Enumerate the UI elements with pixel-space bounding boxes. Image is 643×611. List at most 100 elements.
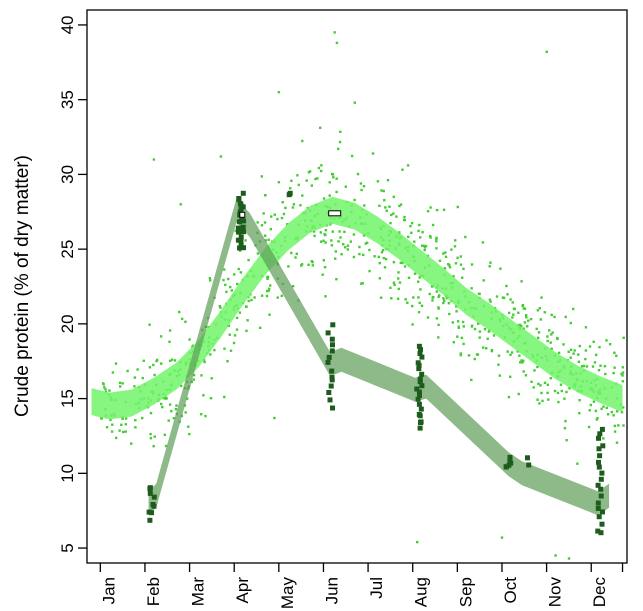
data-point	[324, 241, 327, 244]
data-point	[259, 326, 262, 329]
data-point	[380, 189, 383, 192]
data-point	[452, 341, 455, 344]
data-point	[522, 370, 525, 373]
data-point	[330, 342, 335, 348]
data-point	[313, 234, 316, 238]
data-point	[569, 321, 572, 325]
data-point	[380, 251, 384, 254]
data-point	[290, 251, 293, 255]
data-point	[526, 462, 532, 468]
data-point	[442, 252, 445, 255]
data-point	[403, 265, 407, 268]
data-point	[152, 445, 155, 448]
data-point	[584, 357, 587, 361]
dark-squares	[146, 190, 606, 536]
data-point	[599, 364, 602, 367]
data-point	[543, 381, 547, 384]
data-point	[121, 382, 124, 385]
data-point	[146, 509, 152, 515]
data-point	[419, 354, 425, 360]
data-point	[462, 267, 465, 271]
data-point	[210, 377, 213, 380]
data-point	[540, 391, 543, 395]
data-point	[229, 285, 232, 289]
data-point	[118, 381, 122, 384]
data-point	[512, 313, 515, 316]
data-point	[188, 432, 191, 436]
data-point	[567, 557, 571, 560]
data-point	[595, 500, 601, 506]
data-point	[329, 336, 335, 342]
data-point	[200, 374, 203, 377]
data-point	[160, 402, 163, 406]
data-point	[173, 359, 177, 362]
data-point	[452, 275, 455, 278]
data-point	[473, 327, 477, 331]
data-point	[142, 359, 145, 362]
data-point	[269, 227, 272, 231]
data-point	[319, 240, 323, 243]
data-point	[599, 426, 605, 432]
data-point	[435, 317, 439, 320]
data-point	[445, 296, 448, 300]
data-point	[421, 244, 424, 247]
data-point	[502, 296, 506, 300]
data-point	[444, 251, 447, 254]
data-point	[277, 91, 281, 94]
data-point	[522, 359, 525, 362]
data-point	[417, 393, 422, 398]
data-point	[353, 198, 356, 202]
data-point	[264, 234, 267, 237]
data-point	[419, 383, 425, 389]
data-point	[331, 230, 334, 233]
data-point	[444, 255, 448, 258]
data-point	[562, 343, 565, 346]
data-point	[392, 212, 395, 215]
data-point	[470, 378, 473, 382]
data-point	[509, 298, 512, 301]
data-point	[585, 365, 589, 368]
data-point	[344, 185, 347, 188]
data-point	[495, 295, 499, 298]
data-point	[455, 305, 458, 308]
data-point	[314, 177, 317, 181]
data-point	[239, 271, 243, 274]
data-point	[451, 321, 454, 324]
data-point	[270, 215, 273, 218]
data-point	[536, 398, 539, 401]
data-point	[600, 407, 603, 410]
data-point	[521, 304, 525, 307]
data-point	[437, 295, 440, 298]
data-point	[337, 240, 340, 243]
data-point	[596, 435, 601, 441]
x-tick-label: May	[278, 577, 297, 610]
data-point	[244, 239, 247, 242]
data-point	[247, 299, 250, 303]
data-point	[431, 296, 434, 299]
data-point	[308, 170, 312, 173]
data-point	[414, 386, 420, 392]
data-point	[361, 282, 364, 285]
data-point	[170, 358, 174, 361]
green-trend-band	[91, 196, 623, 420]
data-point	[284, 206, 287, 210]
data-point	[418, 276, 421, 279]
data-point	[584, 349, 588, 352]
data-point	[419, 371, 425, 377]
data-point	[179, 203, 182, 206]
data-point	[592, 400, 596, 403]
data-point	[470, 324, 474, 327]
data-point	[406, 301, 409, 304]
data-point	[384, 206, 387, 209]
data-point	[325, 330, 331, 336]
data-point	[448, 312, 451, 316]
data-point	[456, 320, 460, 323]
data-point	[264, 239, 267, 242]
data-point	[352, 233, 356, 236]
data-point	[418, 347, 423, 353]
data-point	[518, 354, 521, 357]
data-point	[373, 255, 376, 258]
data-point	[238, 237, 244, 243]
data-point	[329, 348, 335, 354]
data-point	[235, 225, 241, 231]
